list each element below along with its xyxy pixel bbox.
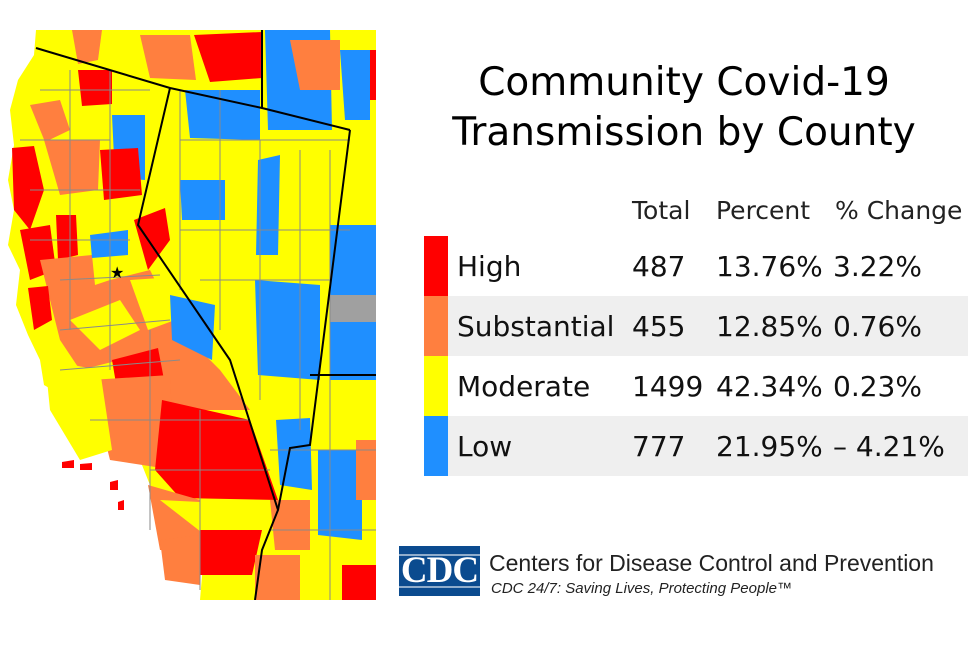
county-red-tahoe [134,208,170,270]
county-blue-nevada-1 [185,90,260,140]
legend-swatch [424,416,448,476]
county-orange-bay [40,255,96,300]
legend-swatch [424,296,448,356]
legend-percent: 12.85% [716,310,823,343]
state-borders [35,30,376,600]
header-total: Total [632,196,691,225]
legend-row-high: High 487 13.76% 3.22% [424,236,968,296]
county-red-arizona [342,565,376,600]
legend-row-moderate: Moderate 1499 42.34% 0.23% [424,356,968,416]
title-line-1: Community Covid-19 [478,60,890,105]
county-blue-sierra [90,230,128,258]
county-red-oregon [194,32,262,82]
header-percent: Percent [716,196,811,225]
legend-percent: 42.34% [716,370,823,403]
county-orange-oregon-1 [72,30,102,64]
legend-total: 487 [632,250,686,283]
county-red-coast-1 [12,146,44,230]
county-blue-idaho-2 [340,50,370,120]
county-yellow-central-1 [70,300,140,350]
county-orange-arizona-s [255,555,300,600]
island-2 [80,463,92,470]
legend-label: Low [457,430,513,463]
county-red-sf [28,286,52,330]
legend-change: 0.23% [833,370,922,403]
county-orange-arizona-sw [270,500,310,550]
ocean [0,30,205,600]
island-3 [110,480,118,490]
legend-percent: 13.76% [716,250,823,283]
legend-total: 777 [632,430,686,463]
legend-change: – 4.21% [833,430,945,463]
legend-row-low: Low 777 21.95% – 4.21% [424,416,968,476]
header-change: % Change [835,196,963,225]
county-orange-ca-north [30,100,70,142]
county-yellow-riverside [160,500,262,535]
county-orange-oregon-2 [140,35,196,80]
legend-row-substantial: Substantial 455 12.85% 0.76% [424,296,968,356]
legend-label: Substantial [457,310,615,343]
county-orange-idaho [290,40,340,90]
county-blue-nevada-4 [255,280,320,380]
county-orange-sandiego [160,535,200,585]
county-red-bay-2 [56,215,78,260]
county-orange-coast [44,140,100,195]
legend-header: Total Percent % Change [424,190,968,236]
county-yellow-coast-south [45,360,112,460]
county-blue-arizona-2 [276,418,312,490]
county-orange-arizona-e [356,440,376,500]
legend-table: Total Percent % Change High 487 13.76% 3.22… [424,190,968,476]
cdc-tagline: CDC 24/7: Saving Lives, Protecting Peopl… [491,580,792,597]
county-red-imperial [200,530,262,575]
legend-swatch [424,356,448,416]
legend-change: 3.22% [833,250,922,283]
island-4 [118,500,124,510]
county-red-san-bernardino [155,400,278,500]
county-blue-nevada-2 [180,180,225,220]
county-map: ★ [0,30,376,600]
legend-swatch [424,236,448,296]
cdc-logo-text: CDC [400,550,479,591]
title-line-2: Transmission by County [452,110,916,155]
cdc-logo: CDC [399,546,480,596]
county-yellow-central-2 [130,278,175,330]
legend-label: Moderate [457,370,591,403]
legend-total: 1499 [632,370,704,403]
county-blue-arizona-1 [318,450,362,540]
county-nodata-utah [330,295,376,322]
county-blue-nevada-5 [170,295,215,360]
legend-total: 455 [632,310,686,343]
capital-star: ★ [110,263,124,282]
cdc-org-name: Centers for Disease Control and Preventi… [489,550,934,576]
legend-percent: 21.95% [716,430,823,463]
chart-title: Community Covid-19 Transmission by Count… [400,58,968,158]
county-boundaries [20,70,376,600]
legend-label: High [457,250,522,283]
island-1 [62,460,74,468]
county-red-coast-2 [100,148,142,200]
legend-change: 0.76% [833,310,922,343]
county-red-ca-north [78,70,112,106]
